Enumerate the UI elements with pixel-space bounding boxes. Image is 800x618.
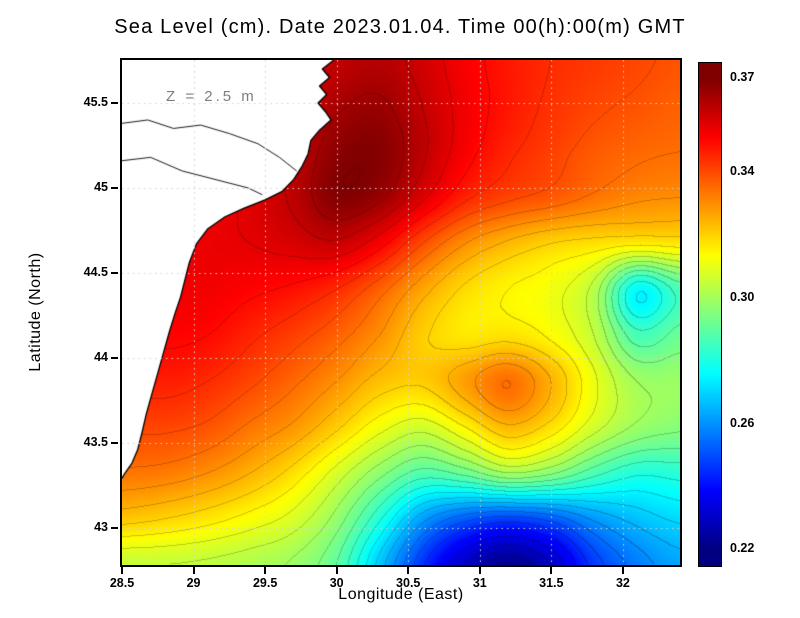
x-tick-label: 31.5 — [539, 576, 564, 590]
x-tick-mark — [121, 567, 123, 574]
chart-title: Sea Level (cm). Date 2023.01.04. Time 00… — [114, 16, 686, 38]
x-tick-label: 29.5 — [252, 576, 278, 590]
y-tick-label: 44 — [94, 349, 108, 364]
x-tick-mark — [550, 567, 553, 574]
x-tick-label: 30.5 — [396, 576, 421, 590]
x-tick-mark — [335, 567, 338, 574]
x-tick-label: 30 — [329, 576, 344, 590]
y-axis-label: Latitude (North) — [27, 252, 44, 372]
colorbar-tick-label: 0.30 — [730, 289, 755, 304]
colorbar — [698, 62, 722, 567]
x-tick-label: 28.5 — [109, 576, 135, 590]
colorbar-tick-label: 0.26 — [730, 415, 755, 430]
x-tick-label: 31 — [472, 576, 487, 590]
x-tick-label: 32 — [615, 576, 630, 590]
x-tick-mark — [192, 567, 195, 574]
y-tick-label: 43 — [94, 519, 108, 534]
y-tick-label: 43.5 — [83, 434, 108, 449]
y-tick-mark — [111, 441, 118, 444]
y-tick-mark — [111, 101, 118, 104]
y-tick-mark — [111, 186, 118, 189]
x-tick-mark — [264, 567, 267, 574]
colorbar-tick-label: 0.22 — [730, 541, 755, 556]
x-tick-mark — [407, 567, 410, 574]
colorbar-canvas — [699, 63, 721, 566]
plot-area: Z = 2.5 m — [120, 58, 682, 567]
y-tick-mark — [111, 526, 118, 529]
colorbar-tick-label: 0.34 — [730, 164, 755, 179]
y-tick-label: 44.5 — [83, 264, 108, 279]
y-tick-mark — [111, 271, 118, 274]
heatmap-canvas — [122, 60, 680, 565]
x-tick-mark — [478, 567, 481, 574]
x-tick-mark — [621, 567, 624, 574]
y-tick-mark — [111, 356, 118, 359]
x-tick-label: 29 — [186, 576, 201, 590]
y-tick-label: 45.5 — [83, 94, 108, 109]
y-tick-label: 45 — [94, 179, 108, 194]
depth-annotation: Z = 2.5 m — [166, 88, 257, 105]
x-axis-label: Longitude (East) — [338, 586, 464, 603]
colorbar-tick-label: 0.37 — [730, 69, 755, 84]
